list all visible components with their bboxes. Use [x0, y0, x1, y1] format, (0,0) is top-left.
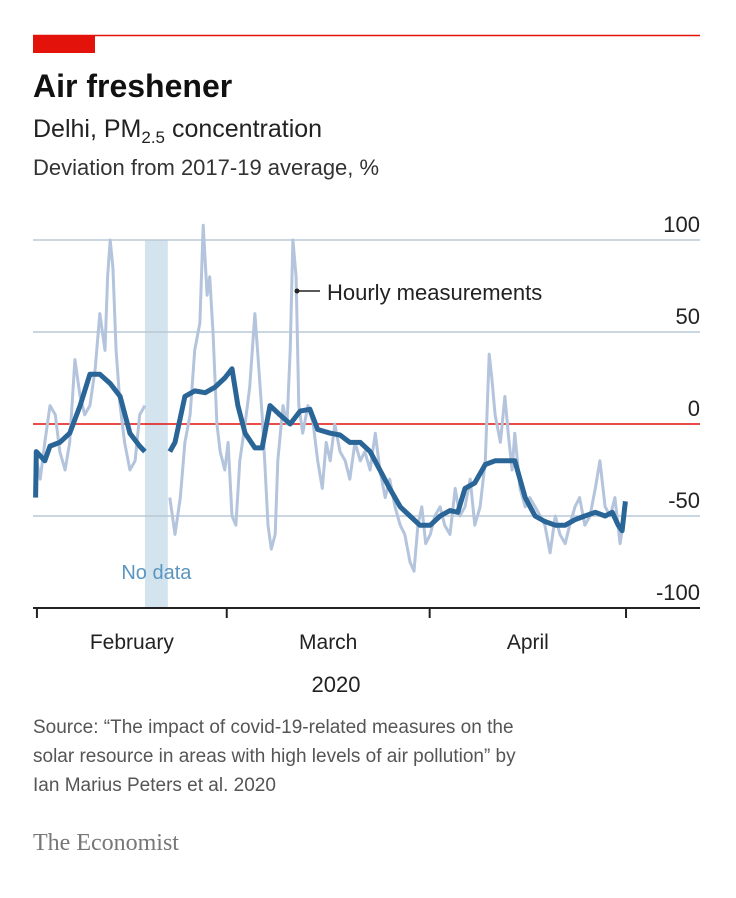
smoothed-line: [33, 366, 628, 534]
red-tag: [33, 35, 95, 53]
subtitle-part: concentration: [165, 115, 322, 143]
x-category-label: March: [299, 631, 357, 654]
y-tick-label: 50: [676, 304, 700, 329]
y-tick-label: -100: [656, 580, 700, 605]
annotation-label: Hourly measurements: [327, 280, 542, 305]
y-tick-label: 100: [663, 212, 700, 237]
y-tick-label: -50: [668, 488, 700, 513]
plot-area: No data 100 50 0 -50 -100 February March April Ho…: [33, 212, 700, 654]
hourly-line: [33, 223, 627, 573]
y-tick-label: 0: [688, 396, 700, 421]
source-line: Source: “The impact of covid-19-related …: [33, 717, 514, 738]
subtitle-part: Delhi, PM: [33, 115, 141, 143]
x-axis-label: 2020: [312, 672, 361, 697]
chart-title: Air freshener: [33, 68, 232, 104]
source-line: Ian Marius Peters et al. 2020: [33, 775, 276, 796]
no-data-label: No data: [121, 562, 192, 584]
y-axis-label: Deviation from 2017-19 average, %: [33, 155, 379, 180]
brand: The Economist: [33, 830, 179, 856]
x-category-label: April: [507, 631, 549, 654]
source-line: solar resource in areas with high levels…: [33, 746, 516, 767]
subtitle-subscript: 2.5: [141, 128, 165, 147]
x-category-label: February: [90, 631, 175, 654]
chart-subtitle: Delhi, PM2.5 concentration: [33, 115, 322, 147]
